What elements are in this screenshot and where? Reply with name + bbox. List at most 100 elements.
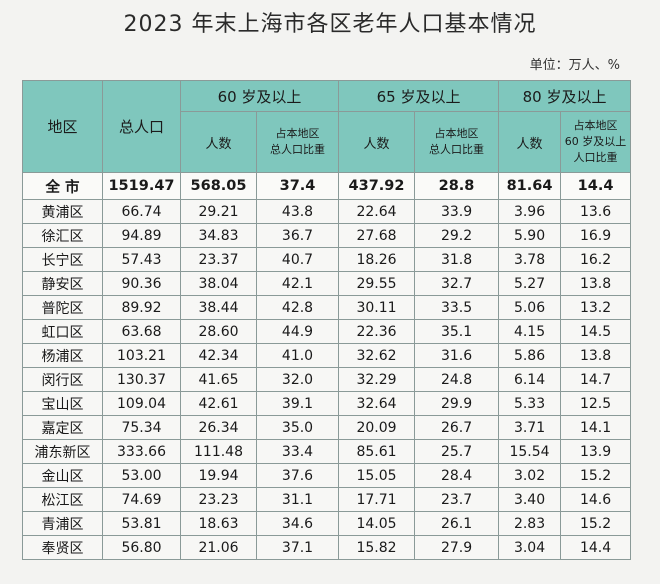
value-cell: 32.64	[338, 391, 416, 416]
value-cell: 39.1	[255, 391, 340, 416]
value-cell: 63.68	[102, 319, 181, 344]
value-cell: 32.0	[255, 367, 340, 392]
value-cell: 3.40	[498, 487, 562, 512]
value-cell: 13.8	[560, 271, 632, 296]
value-cell: 38.44	[180, 295, 257, 320]
table-row: 徐汇区 94.89 34.83 36.7 27.68 29.2 5.90 16.9	[22, 223, 632, 248]
value-cell: 29.2	[414, 223, 500, 248]
value-cell: 29.9	[414, 391, 500, 416]
district-name-cell: 奉贤区	[22, 535, 103, 560]
value-cell: 33.9	[414, 199, 500, 224]
value-cell: 13.9	[560, 439, 632, 464]
value-cell: 37.1	[255, 535, 340, 560]
value-cell: 35.1	[414, 319, 500, 344]
table-row: 金山区 53.00 19.94 37.6 15.05 28.4 3.02 15.2	[22, 463, 632, 488]
value-cell: 89.92	[102, 295, 181, 320]
value-cell: 27.9	[414, 535, 500, 560]
value-cell: 19.94	[180, 463, 257, 488]
value-cell: 41.0	[255, 343, 340, 368]
value-cell: 5.27	[498, 271, 562, 296]
value-cell: 22.64	[338, 199, 416, 224]
value-cell: 28.4	[414, 463, 500, 488]
value-cell: 23.7	[414, 487, 500, 512]
value-cell: 15.05	[338, 463, 416, 488]
district-name-cell: 虹口区	[22, 319, 103, 344]
value-cell: 38.04	[180, 271, 257, 296]
value-cell: 15.82	[338, 535, 416, 560]
value-cell: 109.04	[102, 391, 181, 416]
value-cell: 34.6	[255, 511, 340, 536]
value-cell: 32.62	[338, 343, 416, 368]
value-cell: 15.54	[498, 439, 562, 464]
total-cell: 14.4	[560, 172, 632, 200]
value-cell: 3.02	[498, 463, 562, 488]
district-name-cell: 黄浦区	[22, 199, 103, 224]
value-cell: 27.68	[338, 223, 416, 248]
total-cell: 全 市	[22, 172, 103, 200]
value-cell: 25.7	[414, 439, 500, 464]
value-cell: 13.6	[560, 199, 632, 224]
value-cell: 43.8	[255, 199, 340, 224]
value-cell: 32.29	[338, 367, 416, 392]
elderly-population-table: 地区 总人口 60 岁及以上 65 岁及以上 80 岁及以上 人数 占本地区 总人…	[22, 80, 632, 560]
value-cell: 30.11	[338, 295, 416, 320]
table-body: 全 市 1519.47 568.05 37.4 437.92 28.8 81.6…	[22, 172, 632, 560]
value-cell: 15.2	[560, 511, 632, 536]
table-row: 杨浦区 103.21 42.34 41.0 32.62 31.6 5.86 13.8	[22, 343, 632, 368]
value-cell: 75.34	[102, 415, 181, 440]
value-cell: 14.1	[560, 415, 632, 440]
value-cell: 111.48	[180, 439, 257, 464]
value-cell: 14.05	[338, 511, 416, 536]
value-cell: 41.65	[180, 367, 257, 392]
value-cell: 14.5	[560, 319, 632, 344]
value-cell: 14.4	[560, 535, 632, 560]
value-cell: 35.0	[255, 415, 340, 440]
unit-label: 单位：万人、%	[529, 58, 620, 73]
value-cell: 103.21	[102, 343, 181, 368]
value-cell: 57.43	[102, 247, 181, 272]
header-age80: 80 岁及以上	[498, 80, 632, 112]
district-name-cell: 静安区	[22, 271, 103, 296]
value-cell: 42.8	[255, 295, 340, 320]
value-cell: 14.6	[560, 487, 632, 512]
total-cell: 568.05	[180, 172, 257, 200]
value-cell: 15.2	[560, 463, 632, 488]
total-cell: 81.64	[498, 172, 562, 200]
value-cell: 34.83	[180, 223, 257, 248]
total-cell: 1519.47	[102, 172, 181, 200]
header-district: 地区	[22, 80, 103, 173]
value-cell: 4.15	[498, 319, 562, 344]
header-age80-count: 人数	[498, 111, 562, 173]
district-name-cell: 松江区	[22, 487, 103, 512]
value-cell: 90.36	[102, 271, 181, 296]
value-cell: 56.80	[102, 535, 181, 560]
district-name-cell: 长宁区	[22, 247, 103, 272]
value-cell: 24.8	[414, 367, 500, 392]
value-cell: 22.36	[338, 319, 416, 344]
value-cell: 20.09	[338, 415, 416, 440]
header-total-population: 总人口	[102, 80, 181, 173]
value-cell: 3.96	[498, 199, 562, 224]
value-cell: 23.23	[180, 487, 257, 512]
value-cell: 28.60	[180, 319, 257, 344]
value-cell: 5.06	[498, 295, 562, 320]
value-cell: 5.86	[498, 343, 562, 368]
district-name-cell: 浦东新区	[22, 439, 103, 464]
table-row: 普陀区 89.92 38.44 42.8 30.11 33.5 5.06 13.2	[22, 295, 632, 320]
header-age65-count: 人数	[338, 111, 416, 173]
value-cell: 23.37	[180, 247, 257, 272]
total-cell: 437.92	[338, 172, 416, 200]
value-cell: 37.6	[255, 463, 340, 488]
district-name-cell: 徐汇区	[22, 223, 103, 248]
value-cell: 31.8	[414, 247, 500, 272]
table-row-total: 全 市 1519.47 568.05 37.4 437.92 28.8 81.6…	[22, 172, 632, 200]
district-name-cell: 青浦区	[22, 511, 103, 536]
header-age60: 60 岁及以上	[179, 80, 340, 112]
value-cell: 32.7	[414, 271, 500, 296]
value-cell: 26.1	[414, 511, 500, 536]
value-cell: 12.5	[560, 391, 632, 416]
value-cell: 94.89	[102, 223, 181, 248]
district-name-cell: 普陀区	[22, 295, 103, 320]
value-cell: 3.04	[498, 535, 562, 560]
value-cell: 26.7	[414, 415, 500, 440]
